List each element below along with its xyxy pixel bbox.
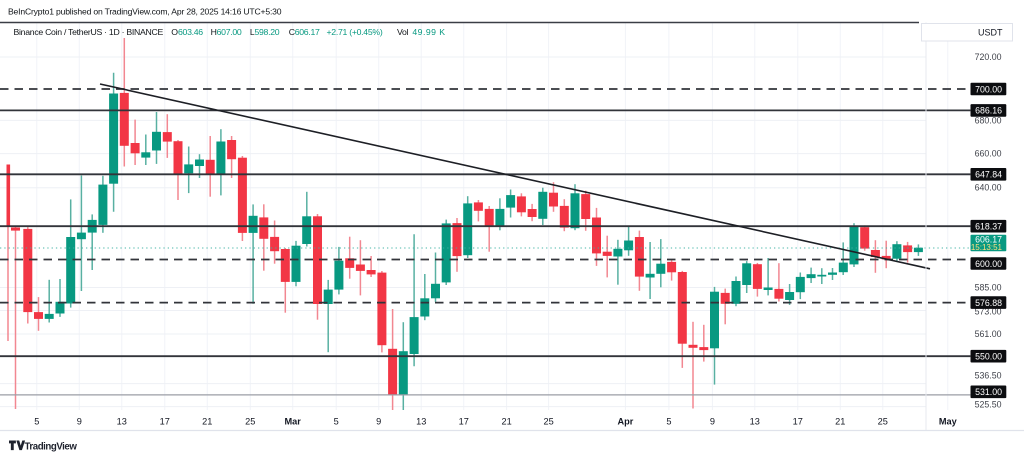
svg-text:525.50: 525.50 [975, 399, 1002, 409]
svg-text:17: 17 [160, 417, 170, 427]
svg-text:Apr: Apr [617, 417, 633, 427]
svg-text:561.00: 561.00 [975, 329, 1002, 339]
svg-text:17: 17 [793, 417, 803, 427]
svg-text:15:13:51: 15:13:51 [971, 243, 1003, 252]
svg-text:5: 5 [34, 417, 39, 427]
svg-text:680.00: 680.00 [975, 115, 1002, 125]
svg-text:25: 25 [543, 417, 553, 427]
svg-text:618.37: 618.37 [975, 222, 1002, 232]
svg-text:21: 21 [202, 417, 212, 427]
svg-text:700.00: 700.00 [975, 84, 1002, 94]
svg-text:585.00: 585.00 [975, 282, 1002, 292]
svg-text:720.00: 720.00 [975, 52, 1002, 62]
svg-text:640.00: 640.00 [975, 183, 1002, 193]
svg-text:TradingView: TradingView [25, 441, 78, 452]
svg-text:660.00: 660.00 [975, 149, 1002, 159]
svg-text:25: 25 [245, 417, 255, 427]
svg-text:13: 13 [416, 417, 426, 427]
svg-text:USDT: USDT [978, 28, 1003, 38]
svg-text:600.00: 600.00 [975, 259, 1002, 269]
svg-text:May: May [939, 417, 958, 427]
svg-text:25: 25 [878, 417, 888, 427]
svg-text:5: 5 [334, 417, 339, 427]
svg-text:BeInCrypto1 published on Tradi: BeInCrypto1 published on TradingView.com… [8, 7, 282, 17]
svg-text:647.84: 647.84 [975, 170, 1002, 180]
svg-text:17: 17 [459, 417, 469, 427]
svg-text:13: 13 [750, 417, 760, 427]
svg-text:686.16: 686.16 [975, 106, 1002, 116]
svg-text:531.00: 531.00 [975, 387, 1002, 397]
svg-text:536.50: 536.50 [975, 370, 1002, 380]
svg-text:5: 5 [666, 417, 671, 427]
svg-text:Mar: Mar [285, 417, 302, 427]
svg-text:9: 9 [710, 417, 715, 427]
svg-text:606.17: 606.17 [975, 234, 1002, 244]
svg-text:576.88: 576.88 [975, 298, 1002, 308]
svg-text:550.00: 550.00 [975, 352, 1002, 362]
svg-text:21: 21 [501, 417, 511, 427]
svg-text:573.00: 573.00 [975, 306, 1002, 316]
svg-text:Binance Coin / TetherUS · 1D ·: Binance Coin / TetherUS · 1D · BINANCE O6… [14, 27, 446, 37]
svg-text:9: 9 [77, 417, 82, 427]
svg-text:13: 13 [117, 417, 127, 427]
svg-text:21: 21 [835, 417, 845, 427]
svg-text:9: 9 [376, 417, 381, 427]
